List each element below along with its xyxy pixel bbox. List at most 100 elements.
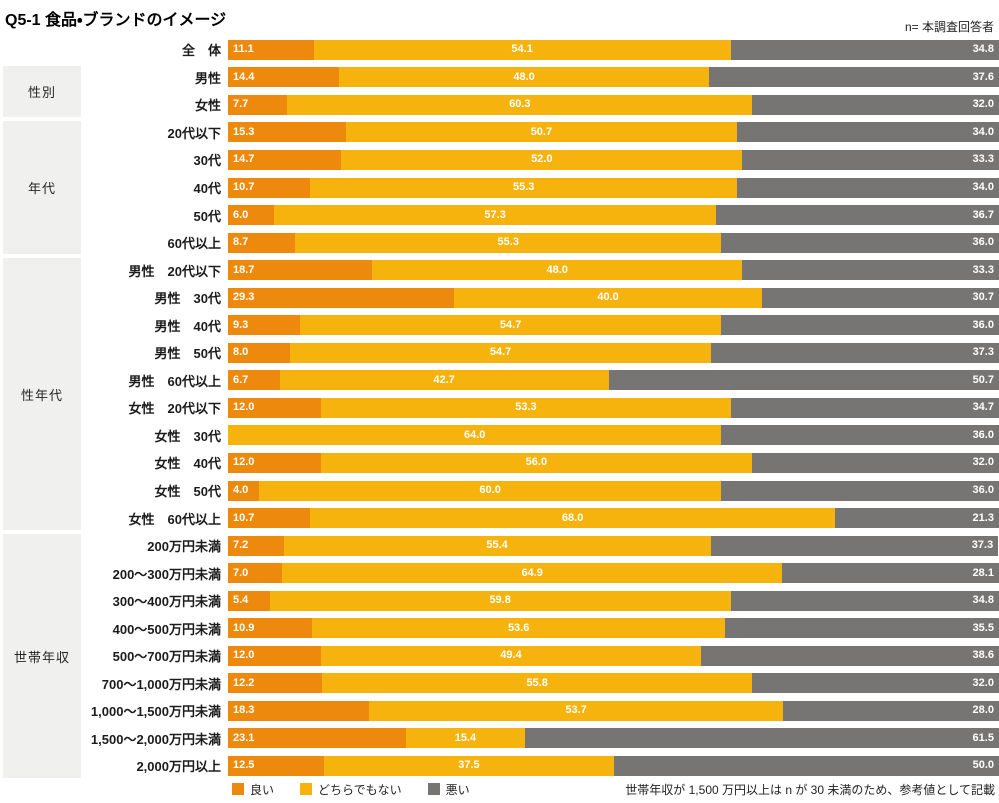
chart-row: 200万円未満 7.2 55.4 37.3 bbox=[0, 532, 999, 560]
value-label: 50.0 bbox=[972, 759, 994, 772]
value-label: 61.5 bbox=[972, 731, 994, 744]
stacked-bar: 10.9 53.6 35.5 bbox=[228, 618, 999, 639]
bar-segment-bad: 37.3 bbox=[711, 342, 999, 363]
row-label: 200〜300万円未満 bbox=[112, 566, 221, 582]
value-label: 12.0 bbox=[233, 456, 255, 469]
bar-segment-bad: 34.0 bbox=[736, 122, 999, 143]
chart-row: 60代以上 8.7 55.3 36.0 bbox=[0, 229, 999, 257]
bar-segment-good: 14.7 bbox=[228, 149, 342, 170]
chart-row: 女性 30代 64.0 36.0 bbox=[0, 422, 999, 450]
row-label: 400〜500万円未満 bbox=[112, 621, 221, 637]
value-label: 30.7 bbox=[972, 291, 994, 304]
stacked-bar: 9.3 54.7 36.0 bbox=[228, 315, 999, 336]
bar-segment-neutral: 52.0 bbox=[341, 149, 743, 170]
value-label: 53.3 bbox=[515, 401, 537, 414]
stacked-bar: 6.0 57.3 36.7 bbox=[228, 205, 999, 226]
value-label: 36.0 bbox=[972, 318, 994, 331]
bar-segment-neutral: 48.0 bbox=[372, 260, 743, 281]
value-label: 37.6 bbox=[972, 70, 994, 83]
row-label: 女性 40代 bbox=[154, 456, 221, 472]
bar-segment-good: 23.1 bbox=[228, 728, 407, 749]
stacked-bar: 6.7 42.7 50.7 bbox=[228, 370, 999, 391]
value-label: 9.3 bbox=[233, 318, 249, 331]
stacked-bar: 64.0 36.0 bbox=[228, 425, 999, 446]
value-label: 55.4 bbox=[486, 539, 508, 552]
bar-segment-bad: 34.0 bbox=[736, 177, 999, 198]
bar-segment-good: 4.0 bbox=[228, 480, 259, 501]
bar-segment-good: 12.5 bbox=[228, 755, 325, 776]
value-label: 37.3 bbox=[972, 346, 994, 359]
value-label: 56.0 bbox=[525, 456, 548, 469]
value-label: 14.7 bbox=[233, 153, 255, 166]
chart-legend: 良い どちらでもない 悪い bbox=[232, 781, 496, 798]
chart-row: 女性 50代 4.0 60.0 36.0 bbox=[0, 477, 999, 505]
bar-segment-bad: 50.7 bbox=[608, 370, 999, 391]
value-label: 37.3 bbox=[971, 539, 994, 552]
bar-segment-bad: 50.0 bbox=[613, 755, 999, 776]
value-label: 12.0 bbox=[233, 649, 255, 662]
bar-segment-neutral: 55.3 bbox=[310, 177, 737, 198]
bar-segment-neutral: 40.0 bbox=[453, 287, 763, 308]
value-label: 10.9 bbox=[233, 621, 255, 634]
value-label: 36.0 bbox=[972, 484, 994, 497]
bar-segment-neutral: 53.3 bbox=[320, 397, 732, 418]
row-label: 30代 bbox=[193, 153, 221, 169]
bar-segment-good: 8.7 bbox=[228, 232, 296, 253]
stacked-bar-chart: 全 体 11.1 54.1 34.8 男性 14.4 48.0 37.6 女性 7.7 60.3 32… bbox=[0, 36, 999, 780]
group-box-性年代: 性年代 bbox=[3, 258, 81, 531]
value-label: 32.0 bbox=[972, 98, 994, 111]
stacked-bar: 8.0 54.7 37.3 bbox=[228, 342, 999, 363]
group-label: 性年代 bbox=[20, 387, 63, 403]
bar-segment-good: 7.7 bbox=[228, 94, 288, 115]
stacked-bar: 10.7 68.0 21.3 bbox=[228, 508, 999, 529]
value-label: 32.0 bbox=[972, 456, 994, 469]
bar-segment-neutral: 57.3 bbox=[274, 205, 717, 226]
stacked-bar: 10.7 55.3 34.0 bbox=[228, 177, 999, 198]
row-label: 20代以下 bbox=[167, 125, 221, 141]
value-label: 37.5 bbox=[458, 759, 480, 772]
chart-row: 40代 10.7 55.3 34.0 bbox=[0, 174, 999, 202]
value-label: 55.3 bbox=[512, 181, 535, 193]
bar-segment-bad: 34.8 bbox=[730, 39, 999, 60]
row-label: 2,000万円以上 bbox=[136, 759, 221, 775]
bar-segment-good: 12.0 bbox=[228, 645, 321, 666]
bar-segment-neutral: 54.7 bbox=[299, 315, 722, 336]
stacked-bar: 12.2 55.8 32.0 bbox=[228, 673, 999, 694]
value-label: 54.7 bbox=[489, 346, 512, 359]
group-label: 世帯年収 bbox=[13, 649, 70, 665]
bar-segment-neutral: 60.0 bbox=[258, 480, 722, 501]
bar-segment-bad: 38.6 bbox=[701, 645, 999, 666]
bar-segment-good: 12.2 bbox=[228, 673, 323, 694]
row-label: 男性 bbox=[194, 70, 221, 86]
stacked-bar: 7.0 64.9 28.1 bbox=[228, 563, 999, 584]
row-label: 男性 60代以上 bbox=[128, 373, 221, 389]
row-label: 50代 bbox=[193, 208, 221, 224]
bar-segment-neutral: 53.6 bbox=[312, 618, 726, 639]
value-label: 15.3 bbox=[233, 125, 255, 138]
chart-row: 男性 20代以下 18.7 48.0 33.3 bbox=[0, 256, 999, 284]
value-label: 18.3 bbox=[233, 704, 255, 717]
chart-row: 男性 30代 29.3 40.0 30.7 bbox=[0, 284, 999, 312]
value-label: 34.0 bbox=[972, 181, 994, 193]
stacked-bar: 15.3 50.7 34.0 bbox=[228, 122, 999, 143]
bar-segment-neutral: 53.7 bbox=[369, 700, 784, 721]
bar-segment-neutral: 60.3 bbox=[287, 94, 753, 115]
value-label: 36.7 bbox=[972, 208, 994, 221]
value-label: 12.0 bbox=[233, 401, 255, 414]
chart-row: 女性 20代以下 12.0 53.3 34.7 bbox=[0, 394, 999, 422]
value-label: 6.0 bbox=[233, 208, 249, 221]
row-label: 男性 20代以下 bbox=[128, 263, 221, 279]
value-label: 52.0 bbox=[531, 153, 553, 166]
chart-row: 1,000〜1,500万円未満 18.3 53.7 28.0 bbox=[0, 697, 999, 725]
bar-segment-bad: 37.3 bbox=[710, 535, 999, 556]
row-label: 女性 50代 bbox=[154, 484, 221, 500]
value-label: 12.5 bbox=[233, 759, 255, 772]
value-label: 34.8 bbox=[972, 43, 994, 56]
stacked-bar: 12.0 56.0 32.0 bbox=[228, 452, 999, 473]
value-label: 36.0 bbox=[972, 428, 994, 441]
value-label: 57.3 bbox=[484, 208, 506, 221]
bar-segment-good: 5.4 bbox=[228, 590, 270, 611]
row-label: 300〜400万円未満 bbox=[112, 594, 221, 610]
bar-segment-neutral: 37.5 bbox=[324, 755, 614, 776]
